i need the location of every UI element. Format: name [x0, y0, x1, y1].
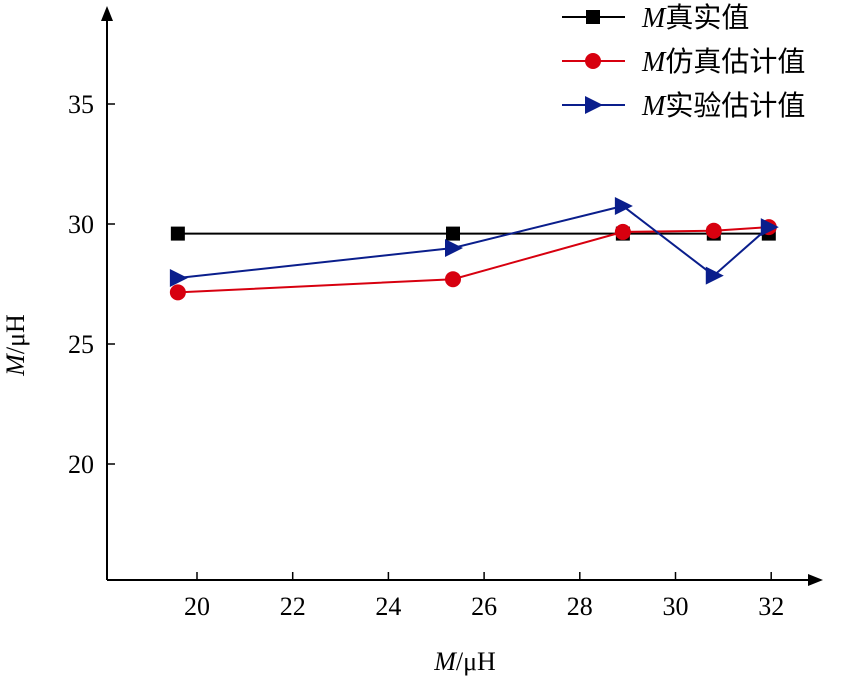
y-axis-arrow	[101, 6, 113, 21]
legend: M真实值 M仿真估计值 M实验估计值	[562, 1, 805, 122]
series-1	[170, 226, 776, 241]
y-tick-label: 30	[68, 210, 94, 239]
circle-marker	[169, 284, 186, 301]
legend-item: M仿真估计值	[562, 45, 805, 78]
x-tick-label: 24	[375, 592, 401, 621]
series-3	[169, 197, 779, 287]
series-line	[177, 204, 770, 279]
series-group	[169, 197, 779, 301]
y-tick-label: 20	[68, 450, 94, 479]
x-tick-label: 28	[567, 592, 593, 621]
circle-marker	[444, 271, 461, 288]
x-tick-label: 30	[663, 592, 689, 621]
triangle-marker	[705, 266, 724, 285]
x-tick-label: 22	[280, 592, 306, 621]
triangle-marker	[444, 239, 463, 257]
triangle-marker	[585, 96, 603, 114]
y-tick-label: 35	[68, 90, 94, 119]
triangle-marker	[614, 197, 633, 215]
x-tick-label: 26	[471, 592, 497, 621]
legend-label: M仿真估计值	[641, 45, 805, 78]
legend-item: M真实值	[562, 1, 749, 34]
series-2	[169, 219, 777, 301]
legend-label: M真实值	[641, 1, 749, 34]
square-marker	[445, 226, 460, 241]
square-marker	[170, 226, 185, 241]
circle-marker	[585, 53, 601, 69]
y-axis-label: M/μH	[1, 314, 30, 377]
triangle-marker	[169, 269, 188, 287]
x-tick-label: 20	[184, 592, 210, 621]
circle-marker	[705, 222, 722, 239]
x-tick-label: 32	[758, 592, 784, 621]
x-axis-label: M/μH	[433, 647, 496, 676]
triangle-marker	[760, 218, 779, 237]
x-axis-arrow	[808, 574, 823, 586]
legend-label: M实验估计值	[641, 89, 805, 122]
axes: 20 22 24 26 28 30 32 20 25 30 35	[68, 6, 823, 621]
series-line	[177, 226, 769, 294]
legend-item: M实验估计值	[562, 89, 805, 122]
square-marker	[586, 10, 600, 24]
circle-marker	[614, 223, 631, 240]
y-tick-label: 25	[68, 330, 94, 359]
